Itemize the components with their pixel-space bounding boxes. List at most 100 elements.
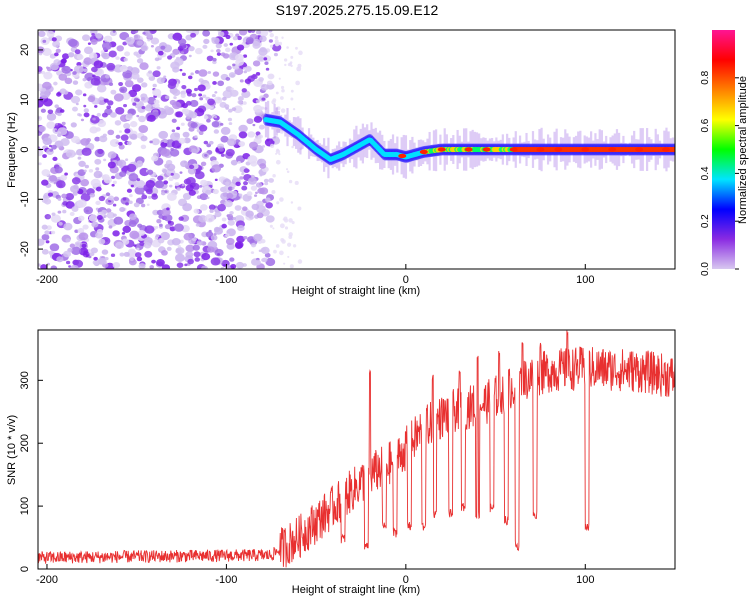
noise-speck xyxy=(119,207,126,213)
noise-speck xyxy=(199,193,209,201)
noise-speck xyxy=(128,213,137,220)
snr-x-tick-label: 0 xyxy=(403,574,409,586)
noise-speck xyxy=(77,169,86,176)
noise-speck xyxy=(202,44,208,49)
noise-speck xyxy=(106,62,116,71)
noise-speck xyxy=(140,44,149,52)
noise-speck xyxy=(42,137,52,146)
noise-speck xyxy=(188,189,196,196)
noise-speck xyxy=(181,183,185,187)
noise-speck xyxy=(71,246,82,255)
noise-speck xyxy=(154,180,165,189)
noise-speck xyxy=(215,43,222,49)
noise-speck xyxy=(83,68,88,73)
noise-speck xyxy=(60,138,70,147)
noise-speck xyxy=(220,135,229,143)
noise-speck xyxy=(164,95,170,100)
noise-speck xyxy=(55,123,59,126)
colorbar-tick-label: 0.0 xyxy=(700,262,711,276)
noise-speck xyxy=(194,87,198,92)
noise-speck xyxy=(128,89,138,98)
noise-speck xyxy=(134,186,145,195)
noise-speck xyxy=(75,102,79,106)
noise-speck xyxy=(96,84,107,93)
noise-speck xyxy=(47,109,54,115)
noise-speck xyxy=(283,262,286,265)
noise-speck xyxy=(265,202,273,209)
noise-speck xyxy=(48,250,55,256)
noise-speck xyxy=(158,214,164,219)
noise-speck xyxy=(80,118,85,122)
noise-speck xyxy=(133,51,139,56)
noise-speck xyxy=(222,96,227,101)
noise-speck xyxy=(56,92,62,97)
noise-speck xyxy=(217,203,226,212)
snr-series xyxy=(38,330,675,568)
noise-speck xyxy=(237,100,243,105)
noise-speck xyxy=(89,252,95,257)
noise-speck xyxy=(193,208,200,214)
noise-speck xyxy=(133,202,140,208)
noise-speck xyxy=(54,166,63,174)
noise-speck xyxy=(94,158,102,165)
noise-speck xyxy=(44,230,50,235)
noise-speck xyxy=(42,39,47,43)
noise-speck xyxy=(71,135,80,144)
spectrogram-y-tick-label: -20 xyxy=(19,241,31,257)
noise-speck xyxy=(217,80,225,87)
noise-speck xyxy=(135,197,144,205)
noise-speck xyxy=(146,104,152,109)
noise-speck xyxy=(170,61,180,70)
noise-speck xyxy=(93,75,101,82)
noise-speck xyxy=(164,190,168,194)
noise-speck xyxy=(48,144,52,148)
noise-speck xyxy=(199,97,204,101)
noise-speck xyxy=(45,240,50,244)
noise-speck xyxy=(175,247,185,255)
noise-speck xyxy=(281,239,286,244)
noise-speck xyxy=(41,197,48,204)
noise-speck xyxy=(119,171,127,178)
noise-speck xyxy=(207,70,212,74)
noise-speck xyxy=(70,95,81,104)
noise-speck xyxy=(217,31,225,37)
noise-speck xyxy=(51,144,57,150)
noise-speck xyxy=(61,193,67,199)
noise-speck xyxy=(98,96,104,101)
noise-speck xyxy=(38,162,42,166)
noise-speck xyxy=(41,249,49,255)
noise-speck xyxy=(151,155,159,162)
noise-speck xyxy=(214,248,224,257)
noise-speck xyxy=(295,46,298,50)
noise-speck xyxy=(78,160,86,168)
noise-speck xyxy=(190,32,197,38)
noise-speck xyxy=(290,64,293,68)
snr-y-label: SNR (10 * v/v) xyxy=(6,415,18,485)
noise-speck xyxy=(115,241,124,249)
noise-speck xyxy=(61,65,71,74)
noise-speck xyxy=(92,117,96,121)
noise-speck xyxy=(160,231,170,241)
noise-speck xyxy=(169,132,181,141)
noise-speck xyxy=(118,130,123,133)
spectrogram-y-label: Frequency (Hz) xyxy=(6,112,18,188)
noise-speck xyxy=(61,121,66,126)
noise-speck xyxy=(158,223,163,227)
noise-speck xyxy=(141,106,146,110)
noise-speck xyxy=(59,109,65,113)
noise-speck xyxy=(273,249,277,254)
noise-speck xyxy=(268,30,273,33)
snr-x-axis: -200 -100 0 100 xyxy=(36,564,594,586)
noise-speck xyxy=(129,257,134,262)
noise-speck xyxy=(40,108,46,113)
noise-speck xyxy=(247,38,254,45)
noise-speck xyxy=(65,238,71,243)
noise-speck xyxy=(236,44,245,51)
noise-speck xyxy=(232,63,236,67)
noise-speck xyxy=(275,152,278,155)
noise-speck xyxy=(223,264,226,267)
noise-speck xyxy=(78,247,89,256)
noise-speck xyxy=(83,206,94,215)
noise-speck xyxy=(58,73,68,81)
noise-speck xyxy=(224,104,230,109)
